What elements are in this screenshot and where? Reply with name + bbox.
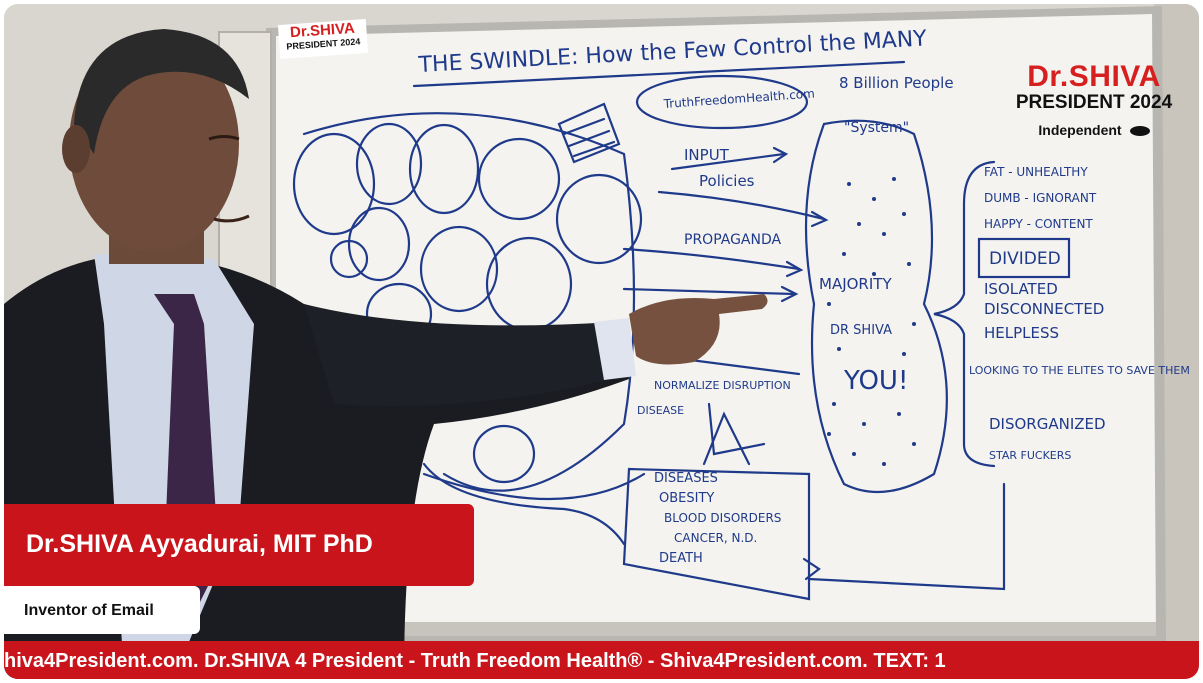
wb-normalize: NORMALIZE DISRUPTION — [654, 379, 791, 392]
wb-population: 8 Billion People — [839, 74, 954, 92]
logo-affiliation: Independent — [1004, 122, 1184, 138]
logo-affiliation-text: Independent — [1038, 122, 1122, 138]
wb-list-6: HELPLESS — [984, 324, 1059, 342]
wb-disease-box-2: BLOOD DISORDERS — [664, 511, 781, 525]
wb-list-7: LOOKING TO THE ELITES TO SAVE THEM — [969, 364, 1190, 377]
wb-list-4: ISOLATED — [984, 280, 1058, 298]
scene: THE SWINDLE: How the Few Control the MAN… — [4, 4, 1199, 679]
wb-disease-box-1: OBESITY — [659, 491, 714, 506]
ticker-text: hiva4President.com. Dr.SHIVA 4 President… — [4, 650, 946, 672]
lower-third-subtitle-bar: Inventor of Email — [4, 586, 200, 634]
lower-third-name-bar: Dr.SHIVA Ayyadurai, MIT PhD — [4, 504, 474, 586]
wb-list-5: DISCONNECTED — [984, 300, 1104, 318]
wb-majority: MAJORITY — [819, 275, 892, 293]
logo-line: PRESIDENT 2024 — [1015, 92, 1173, 113]
wb-disease-box-0: DISEASES — [654, 471, 718, 486]
wb-list-3: DIVIDED — [989, 249, 1061, 269]
wb-list-0: FAT - UNHEALTHY — [984, 165, 1088, 179]
wb-system: "System" — [844, 120, 909, 136]
population-dots — [827, 177, 916, 466]
wb-list-2: HAPPY - CONTENT — [984, 217, 1093, 231]
video-player[interactable]: THE SWINDLE: How the Few Control the MAN… — [4, 4, 1199, 679]
wb-list-8: DISORGANIZED — [989, 415, 1106, 433]
wb-disease-label: DISEASE — [637, 404, 684, 417]
wb-input: INPUT — [684, 146, 730, 164]
logo-name: Dr.SHIVA — [1027, 60, 1161, 93]
wb-list-9: STAR FUCKERS — [989, 449, 1071, 462]
wb-disease-box-3: CANCER, N.D. — [674, 531, 757, 545]
wb-dr-shiva: DR SHIVA — [830, 323, 892, 338]
wb-disease-box-4: DEATH — [659, 551, 703, 566]
board-logo: Dr.SHIVA PRESIDENT 2024 — [277, 18, 369, 60]
speaker-name: Dr.SHIVA Ayyadurai, MIT PhD — [26, 530, 373, 558]
news-ticker: hiva4President.com. Dr.SHIVA 4 President… — [4, 641, 1199, 679]
channel-logo: Dr.SHIVA PRESIDENT 2024 Independent — [1004, 60, 1184, 139]
speaker-subtitle: Inventor of Email — [24, 602, 154, 619]
logo-dot-icon — [1129, 126, 1150, 137]
wb-propaganda: PROPAGANDA — [684, 232, 782, 248]
whiteboard-drawings — [292, 60, 1071, 601]
wb-list-1: DUMB - IGNORANT — [984, 191, 1097, 205]
wb-policies: Policies — [699, 172, 755, 190]
wb-you: YOU! — [843, 366, 908, 396]
